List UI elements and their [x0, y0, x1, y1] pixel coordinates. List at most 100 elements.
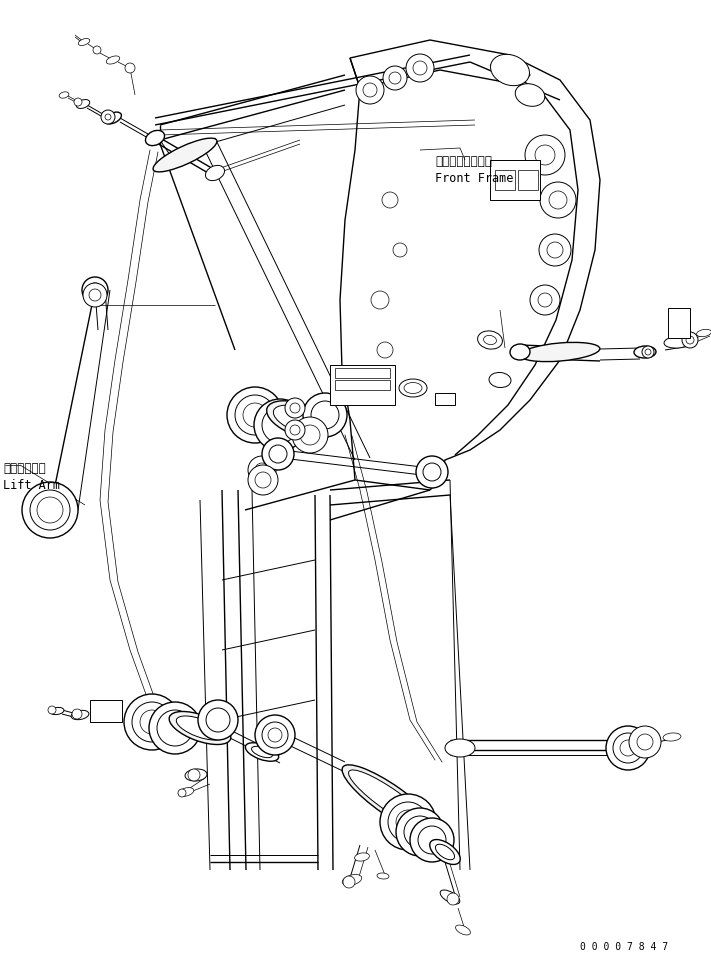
Circle shape — [93, 46, 101, 54]
Bar — [435, 393, 455, 405]
Ellipse shape — [440, 890, 460, 904]
Circle shape — [377, 342, 393, 358]
Circle shape — [255, 715, 295, 755]
Text: Lift Arm: Lift Arm — [3, 479, 60, 492]
Circle shape — [404, 816, 436, 848]
Bar — [335, 368, 390, 378]
Ellipse shape — [664, 336, 692, 348]
Circle shape — [255, 463, 269, 477]
Circle shape — [140, 710, 164, 734]
Circle shape — [248, 456, 276, 484]
Ellipse shape — [105, 112, 122, 124]
Circle shape — [382, 192, 398, 208]
Ellipse shape — [697, 329, 711, 337]
Circle shape — [637, 734, 653, 750]
Circle shape — [290, 403, 300, 413]
Bar — [490, 160, 540, 200]
Ellipse shape — [153, 138, 217, 172]
Ellipse shape — [445, 739, 475, 757]
Circle shape — [530, 285, 560, 315]
Circle shape — [549, 191, 567, 209]
Bar — [495, 170, 515, 190]
Circle shape — [178, 789, 186, 797]
Circle shape — [606, 726, 650, 770]
Circle shape — [538, 293, 552, 307]
Ellipse shape — [107, 56, 119, 64]
Ellipse shape — [429, 840, 460, 864]
Ellipse shape — [483, 335, 496, 345]
Ellipse shape — [169, 711, 231, 745]
Ellipse shape — [634, 346, 656, 358]
Circle shape — [300, 425, 320, 445]
Circle shape — [254, 399, 306, 451]
Ellipse shape — [50, 708, 64, 714]
Ellipse shape — [520, 343, 600, 362]
Circle shape — [268, 728, 282, 742]
Circle shape — [30, 490, 70, 530]
Circle shape — [124, 694, 180, 750]
Circle shape — [285, 398, 305, 418]
Text: リフトアーム: リフトアーム — [3, 462, 46, 475]
Text: 0 0 0 0 7 8 4 7: 0 0 0 0 7 8 4 7 — [580, 942, 668, 952]
Ellipse shape — [342, 875, 362, 885]
Circle shape — [235, 395, 275, 435]
Circle shape — [227, 387, 283, 443]
Ellipse shape — [510, 344, 530, 360]
Ellipse shape — [355, 852, 370, 861]
Circle shape — [269, 445, 287, 463]
Ellipse shape — [178, 787, 194, 797]
Ellipse shape — [252, 746, 272, 757]
Circle shape — [535, 145, 555, 165]
Circle shape — [72, 709, 82, 719]
Ellipse shape — [245, 743, 279, 761]
Circle shape — [303, 393, 347, 437]
Circle shape — [371, 291, 389, 309]
Circle shape — [383, 66, 407, 90]
Circle shape — [101, 110, 115, 124]
Ellipse shape — [71, 710, 89, 720]
Ellipse shape — [146, 131, 164, 146]
Circle shape — [396, 808, 444, 856]
Circle shape — [74, 98, 82, 106]
Circle shape — [292, 417, 328, 453]
Circle shape — [125, 63, 135, 73]
Circle shape — [262, 407, 298, 443]
Circle shape — [243, 403, 267, 427]
Circle shape — [105, 114, 111, 120]
Ellipse shape — [404, 382, 422, 394]
Ellipse shape — [342, 765, 438, 835]
Ellipse shape — [515, 84, 545, 107]
Ellipse shape — [205, 165, 225, 180]
Circle shape — [447, 893, 459, 905]
Circle shape — [540, 182, 576, 218]
Circle shape — [149, 702, 201, 754]
Circle shape — [22, 482, 78, 538]
Circle shape — [686, 336, 694, 344]
Circle shape — [88, 283, 102, 297]
Circle shape — [255, 472, 271, 488]
Ellipse shape — [348, 770, 432, 830]
Circle shape — [406, 54, 434, 82]
Bar — [518, 170, 538, 190]
Circle shape — [89, 289, 101, 301]
Circle shape — [539, 234, 571, 266]
Bar — [90, 700, 122, 722]
Ellipse shape — [435, 844, 454, 860]
Ellipse shape — [76, 100, 90, 108]
Circle shape — [363, 83, 377, 97]
Circle shape — [48, 706, 56, 714]
Ellipse shape — [273, 405, 326, 435]
Circle shape — [311, 401, 339, 429]
Circle shape — [642, 346, 654, 358]
Circle shape — [198, 700, 238, 740]
Ellipse shape — [78, 38, 90, 45]
Ellipse shape — [399, 379, 427, 397]
Circle shape — [262, 438, 294, 470]
Circle shape — [418, 826, 446, 854]
Circle shape — [389, 72, 401, 84]
Circle shape — [396, 810, 420, 834]
Circle shape — [343, 876, 355, 888]
Circle shape — [547, 242, 563, 258]
Text: Front Frame: Front Frame — [435, 172, 513, 185]
Circle shape — [388, 802, 428, 842]
